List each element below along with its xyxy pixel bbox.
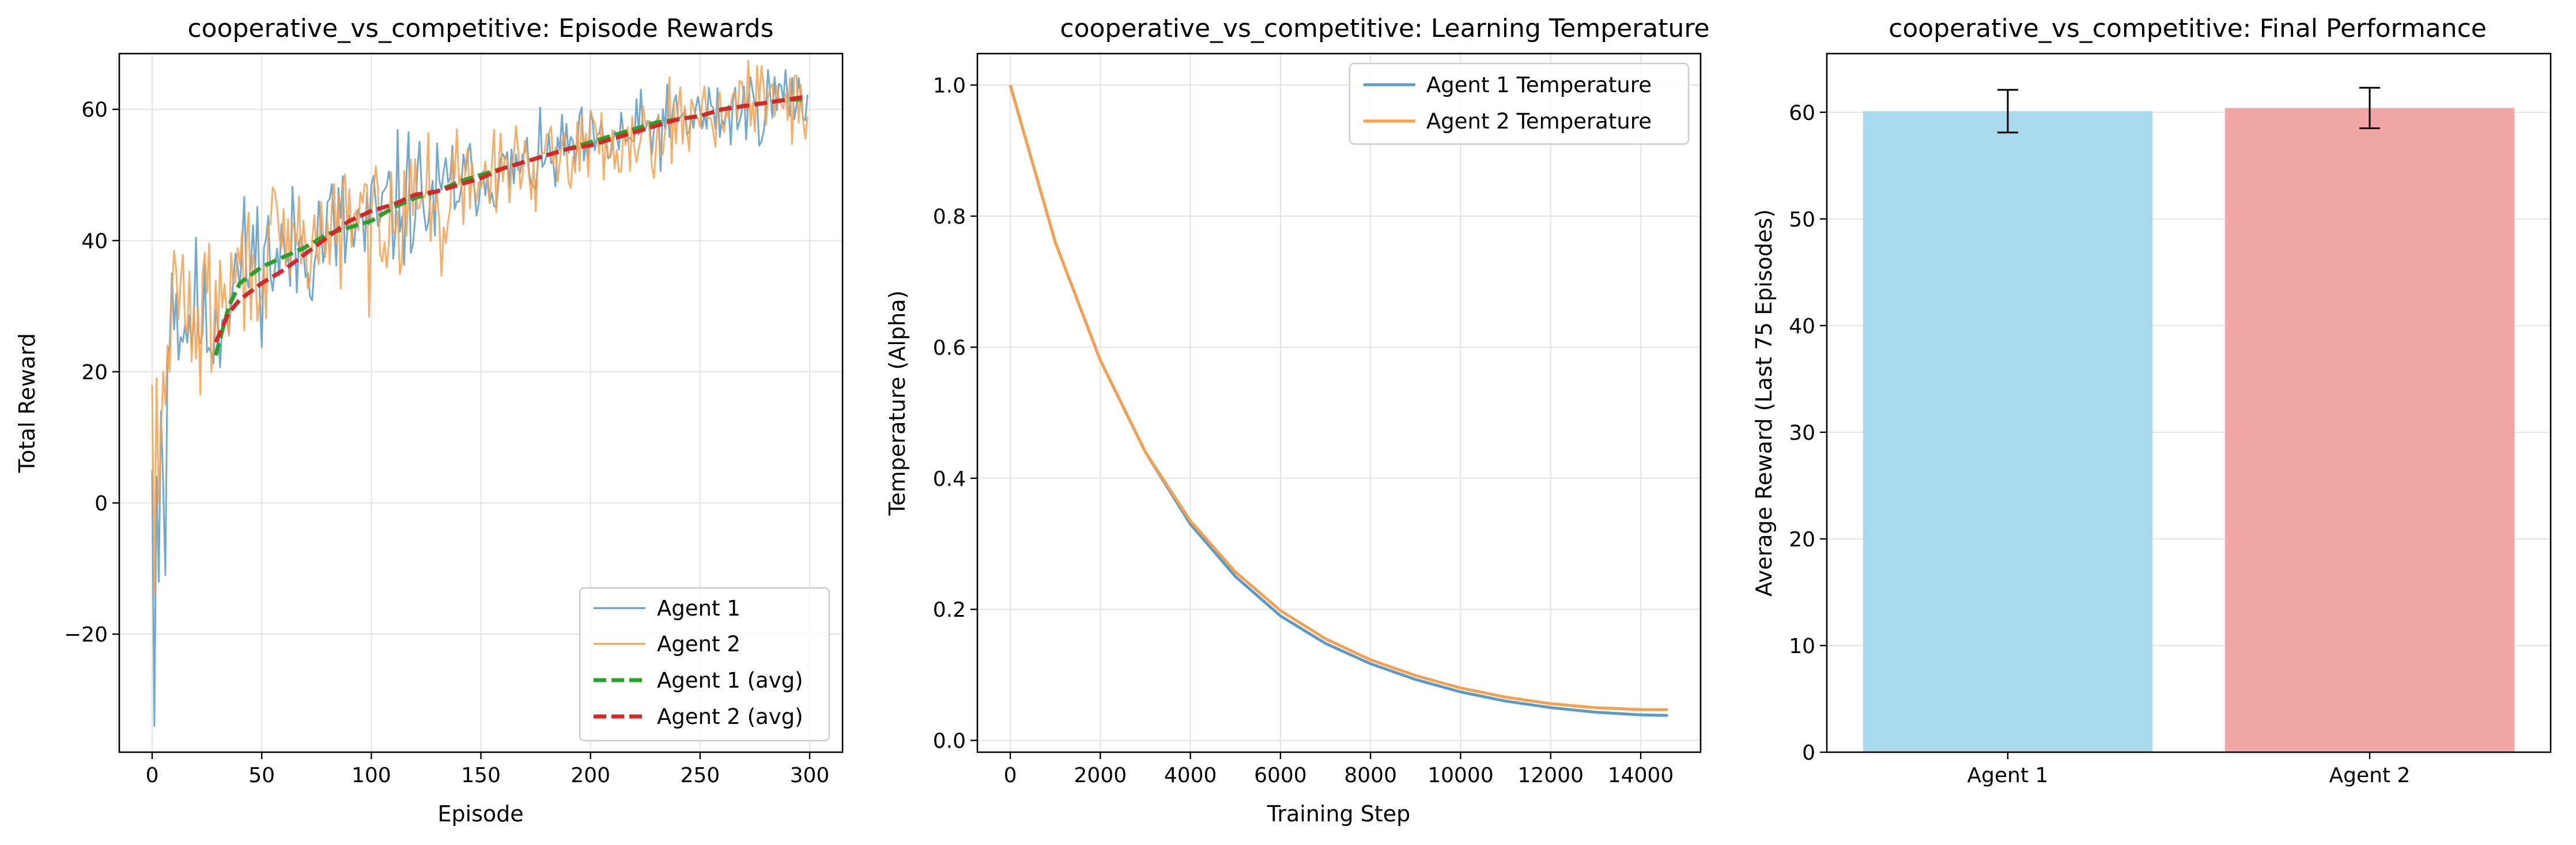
y-tick-label: 0.0: [933, 730, 966, 753]
legend-label-agent-1-avg: Agent 1 (avg): [657, 668, 803, 693]
y-tick-label: 0: [95, 492, 108, 516]
panel-2-y-axis-label: Temperature (Alpha): [885, 291, 910, 516]
panel-learning-temperature: cooperative_vs_competitive: Learning Tem…: [885, 14, 1710, 827]
y-tick-label: −20: [64, 623, 108, 647]
panel-3-axes-frame: [1826, 52, 2552, 753]
panel-3-ticks: 0 10 20 30 40 50 60 Agent 1 Agent 2: [1789, 101, 2410, 787]
panel-2-ticks: 0.0 0.2 0.4 0.6 0.8 1.0 0 2000 4000 6000 8000 10000…: [933, 74, 1674, 787]
panel-1-title: cooperative_vs_competitive: Episode Rewa…: [187, 14, 773, 43]
y-tick-label: 0: [1802, 741, 1815, 765]
panel-final-performance: cooperative_vs_competitive: Final Perfor…: [1751, 14, 2552, 787]
y-tick-label: 0.6: [933, 336, 966, 360]
y-tick-label: 40: [1789, 315, 1815, 338]
panel-1-ticks: −20 0 20 40 60 0 50 100 150 200 250 300: [64, 99, 829, 787]
x-tick-label: 0: [1004, 764, 1017, 787]
panel-episode-rewards: cooperative_vs_competitive: Episode Rewa…: [14, 14, 844, 827]
panel-2-title: cooperative_vs_competitive: Learning Tem…: [1060, 14, 1709, 43]
panel-2-x-axis-label: Training Step: [1267, 801, 1411, 827]
y-tick-label: 1.0: [933, 74, 966, 98]
x-tick-label: 8000: [1344, 764, 1397, 787]
x-tick-label: 150: [461, 764, 501, 787]
series-line-agent-2-temperature: [1009, 84, 1668, 711]
y-tick-label: 50: [1789, 208, 1815, 232]
x-tick-label: Agent 2: [2329, 764, 2411, 787]
error-bar: [1997, 89, 2018, 134]
panel-3-plot-area: [1863, 86, 2515, 752]
y-tick-label: 0.8: [933, 205, 966, 229]
x-tick-label: 300: [790, 764, 830, 787]
x-tick-label: 200: [571, 764, 610, 787]
series-line-agent-2: [151, 59, 809, 596]
x-tick-label: 100: [352, 764, 391, 787]
y-tick-label: 60: [81, 99, 108, 122]
panel-2-axes-frame: [976, 52, 1702, 753]
y-tick-label: 30: [1789, 421, 1815, 445]
bar-agent-2: [2224, 108, 2515, 752]
legend-label-agent-2-avg: Agent 2 (avg): [657, 704, 803, 729]
series-line-agent-1-temperature: [1009, 84, 1668, 717]
panel-1-y-axis-label: Total Reward: [14, 333, 40, 473]
panel-3-y-axis-label: Average Reward (Last 75 Episodes): [1751, 209, 1777, 597]
x-tick-label: 6000: [1254, 764, 1307, 787]
legend-label-agent-2-temperature: Agent 2 Temperature: [1426, 109, 1652, 134]
y-tick-label: 0.2: [933, 598, 966, 622]
x-tick-label: 50: [248, 764, 275, 787]
panel-1-plot-area: [151, 59, 809, 727]
x-tick-label: 14000: [1608, 764, 1674, 787]
panel-1-legend: Agent 1 Agent 2 Agent 1 (avg) Agent 2 (a…: [579, 587, 830, 742]
panel-2-legend-box: [1349, 62, 1690, 145]
panel-2-plot-area: [1009, 84, 1668, 717]
y-tick-label: 20: [1789, 528, 1815, 552]
y-tick-label: 20: [81, 361, 108, 384]
x-tick-label: 4000: [1164, 764, 1217, 787]
x-tick-label: 0: [146, 764, 159, 787]
panel-2-grid: [977, 54, 1701, 752]
y-tick-label: 10: [1789, 635, 1815, 658]
series-line-agent-1: [151, 69, 809, 727]
x-tick-label: 10000: [1427, 764, 1494, 787]
panel-1-legend-box: [579, 587, 830, 742]
x-tick-label: 12000: [1518, 764, 1584, 787]
x-tick-label: 2000: [1074, 764, 1127, 787]
x-tick-label: Agent 1: [1967, 764, 2049, 787]
series-line-agent-2-avg: [214, 94, 808, 344]
panel-1-x-axis-label: Episode: [437, 801, 523, 827]
bar-agent-1: [1863, 111, 2153, 752]
legend-label-agent-1: Agent 1: [657, 596, 741, 621]
legend-label-agent-2: Agent 2: [657, 632, 741, 657]
panel-2-legend: Agent 1 Temperature Agent 2 Temperature: [1349, 62, 1690, 145]
panel-3-title: cooperative_vs_competitive: Final Perfor…: [1888, 14, 2487, 43]
x-tick-label: 250: [680, 764, 720, 787]
legend-label-agent-1-temperature: Agent 1 Temperature: [1426, 73, 1652, 97]
y-tick-label: 40: [81, 229, 108, 253]
y-tick-label: 0.4: [933, 467, 966, 491]
y-tick-label: 60: [1789, 101, 1815, 125]
error-bar: [2359, 86, 2380, 130]
